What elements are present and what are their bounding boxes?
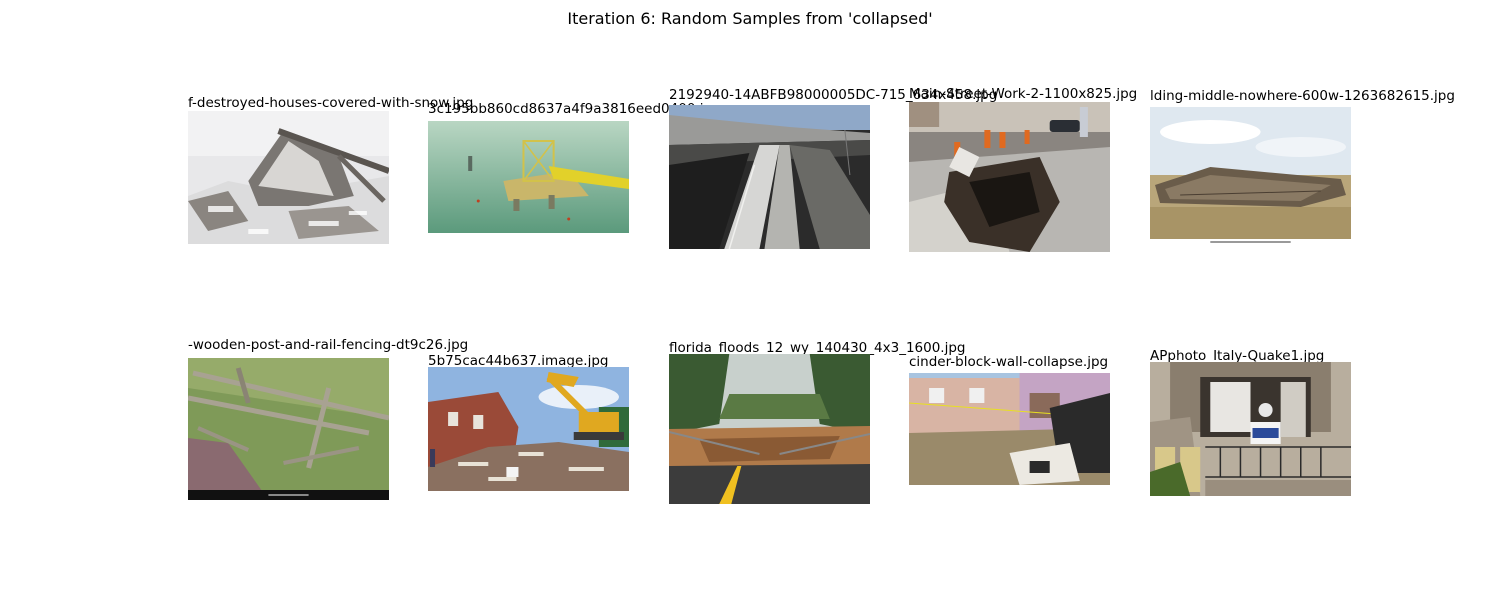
quake-damaged-balcony-icon [1150,362,1351,496]
washed-out-road-icon [669,354,870,504]
sample-caption: Main-Street-Work-2-1100x825.jpg [909,86,1138,102]
sample-caption: f-destroyed-houses-covered-with-snow.jpg [188,95,474,111]
figure-title: Iteration 6: Random Samples from 'collap… [567,9,933,28]
sample-caption: lding-middle-nowhere-600w-1263682615.jpg [1150,88,1455,104]
sample-caption: 2192940-14ABFB98000005DC-715_634x458.jpg [669,87,998,103]
sample-caption: 3c195bb860cd8637a4f9a3816eed0400.jpg [428,101,721,117]
street-sinkhole-icon [909,102,1110,252]
sample-caption: -wooden-post-and-rail-fencing-dt9c26.jpg [188,337,469,353]
sample-caption: 5b75cac44b637.image.jpg [428,353,609,369]
sample-caption: APphoto_Italy-Quake1.jpg [1150,348,1325,364]
sample-caption: florida_floods_12_wy_140430_4x3_1600.jpg [669,340,966,356]
demolition-excavator-icon [428,367,629,491]
wall-collapse-icon [909,373,1110,485]
broken-fence-icon [188,358,389,500]
offshore-platform-icon [428,121,629,233]
snow-covered-ruins-icon [188,111,389,244]
sample-caption: cinder-block-wall-collapse.jpg [909,354,1109,370]
collapsed-barn-icon [1150,107,1351,246]
collapsed-overpass-icon [669,105,870,249]
